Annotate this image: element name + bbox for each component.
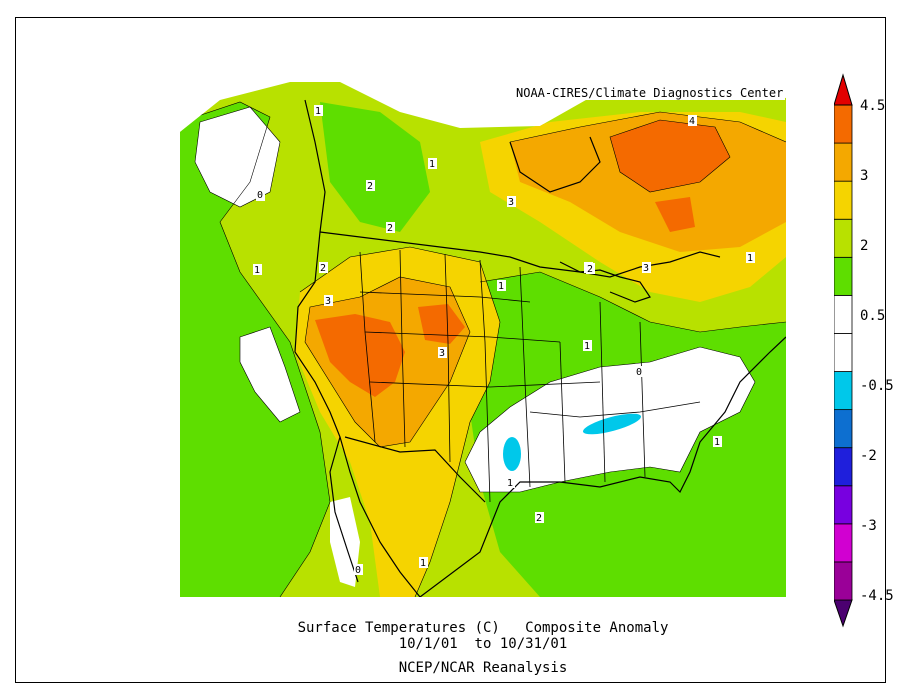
caption-title: Surface Temperatures (C) Composite Anoma… xyxy=(297,620,669,636)
baja-coastline xyxy=(329,436,359,583)
colorbar-top-tip xyxy=(834,73,853,106)
contour-label-bg xyxy=(497,280,506,291)
quebec-hot-area xyxy=(610,120,730,192)
contour-label: 1 xyxy=(429,159,435,170)
contour-label: 1 xyxy=(315,106,321,117)
contour-label: 2 xyxy=(320,263,326,274)
contour-label: 0 xyxy=(257,190,263,201)
contour-label-bg xyxy=(366,180,375,191)
state-borders xyxy=(359,249,701,503)
colorbar-label: -0.5 xyxy=(860,378,894,394)
contour-label-bg xyxy=(583,340,592,351)
contour-label-bg xyxy=(386,222,395,233)
colorbar-label: 2 xyxy=(860,238,869,254)
contour-label: 0 xyxy=(355,565,361,576)
contour-label-bg xyxy=(635,366,644,377)
texas-cool-spot xyxy=(503,437,521,471)
west-coastline xyxy=(294,99,421,597)
contour-label: 1 xyxy=(254,265,260,276)
coastlines-and-borders xyxy=(294,99,786,597)
contour-label: 2 xyxy=(587,264,593,275)
alabama-cool-spot xyxy=(582,413,642,435)
contour-label-bg xyxy=(354,564,363,575)
hudson-bay xyxy=(509,136,601,193)
colorbar-band xyxy=(834,523,853,563)
colorbar-band xyxy=(834,447,853,487)
contour-label-bg xyxy=(428,158,437,169)
contour-label: 1 xyxy=(420,558,426,569)
contour-label: 2 xyxy=(387,223,393,234)
colorbar-label: -3 xyxy=(860,518,877,534)
colorbar-bottom-tip xyxy=(834,599,853,628)
contour-label-bg xyxy=(507,196,516,207)
contour-label-bg xyxy=(324,295,333,306)
anomaly-map: 102134122131133112101020 xyxy=(180,82,786,597)
contour-label: 1 xyxy=(584,341,590,352)
contour-label-bg xyxy=(256,189,265,200)
pacific-white-area xyxy=(240,327,300,422)
contour-label-bg xyxy=(535,512,544,523)
colorbar-band xyxy=(834,371,853,411)
contour-label: 4 xyxy=(689,116,695,127)
contour-label-bg xyxy=(713,436,722,447)
contour-label-bg xyxy=(419,557,428,568)
contour-labels: 102134122131133112101020 xyxy=(253,105,755,576)
contour-label: 1 xyxy=(714,437,720,448)
hudson-hot-area xyxy=(655,197,695,232)
contour-label: 0 xyxy=(636,367,642,378)
colorbar-band xyxy=(834,333,853,372)
contour-label-bg xyxy=(314,105,323,116)
alaska-green-area xyxy=(320,102,430,232)
contour-label-bg xyxy=(642,262,651,273)
colorbar-band xyxy=(834,485,853,525)
alaska-white-area xyxy=(195,107,280,207)
contour-label: 3 xyxy=(643,263,649,274)
southwest-hot-area xyxy=(315,314,405,397)
colorbar-band xyxy=(834,142,853,182)
colorbar-band xyxy=(834,294,853,334)
colorbar-label: 0.5 xyxy=(860,308,886,324)
contour-label: 3 xyxy=(439,348,445,359)
contour-label: 2 xyxy=(367,181,373,192)
caption-source: NCEP/NCAR Reanalysis xyxy=(398,660,568,676)
colorbar-band xyxy=(834,218,853,258)
colorbar-label: -4.5 xyxy=(860,588,894,604)
colorbar-band xyxy=(834,561,853,601)
contour-label-bg xyxy=(438,347,447,358)
contour-label: 1 xyxy=(507,478,513,489)
contour-label-bg xyxy=(253,264,262,275)
contour-label: 1 xyxy=(498,281,504,292)
contour-lines xyxy=(180,101,786,597)
contour-label-bg xyxy=(688,115,697,126)
great-lakes xyxy=(559,261,651,303)
contour-label: 3 xyxy=(508,197,514,208)
contour-label: 1 xyxy=(747,253,753,264)
canada-us-border xyxy=(319,231,721,278)
colorbar-band xyxy=(834,104,853,144)
contour-label-bg xyxy=(586,263,595,274)
utah-hot-area xyxy=(418,304,465,344)
colorbar-label: -2 xyxy=(860,448,877,464)
contour-label-bg xyxy=(319,262,328,273)
contour-label: 3 xyxy=(325,296,331,307)
contour-label-bg xyxy=(746,252,755,263)
colorbar-band xyxy=(834,409,853,449)
us-mexico-border xyxy=(344,436,486,503)
caption-date-range: 10/1/01 to 10/31/01 xyxy=(398,636,568,652)
colorbar-band xyxy=(834,180,853,220)
contour-label-bg xyxy=(506,477,515,488)
credit-text: NOAA-CIRES/Climate Diagnostics Center xyxy=(514,86,786,100)
gulf-coastline xyxy=(419,336,786,597)
contour-label: 2 xyxy=(536,513,542,524)
colorbar-band xyxy=(834,256,853,296)
colorbar-label: 3 xyxy=(860,168,869,184)
colorbar-label: 4.5 xyxy=(860,98,886,114)
colorbar xyxy=(834,73,853,628)
